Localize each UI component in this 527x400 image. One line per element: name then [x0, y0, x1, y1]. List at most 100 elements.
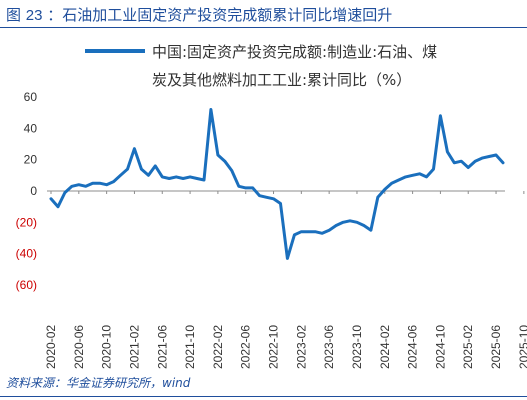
data-point	[355, 221, 359, 224]
data-point	[105, 183, 108, 186]
data-point	[84, 185, 88, 188]
data-point	[237, 185, 240, 188]
x-tick-label: 2023-06	[322, 325, 336, 369]
x-tick-label: 2024-06	[406, 325, 420, 369]
series-line	[49, 108, 505, 260]
data-point	[223, 160, 226, 163]
data-point	[321, 232, 324, 235]
data-point	[418, 172, 421, 175]
y-tick-label: 20	[24, 153, 38, 167]
data-point	[49, 197, 53, 200]
legend-line-1: 中国:固定资产投资完成额:制造业:石油、煤	[152, 43, 437, 61]
figure-title-text: ：石油加工业固定资产投资完成额累计同比增速回升	[47, 6, 393, 24]
data-point	[314, 230, 317, 233]
data-point	[230, 169, 233, 172]
data-point	[56, 205, 60, 208]
data-point	[175, 175, 178, 179]
data-point	[244, 186, 247, 190]
data-point	[348, 219, 352, 222]
x-tick-label: 2023-02	[294, 325, 308, 369]
data-point	[195, 177, 199, 180]
x-tick-label: 2025-06	[489, 325, 503, 369]
data-point	[362, 224, 366, 227]
data-point	[161, 175, 164, 179]
data-point	[480, 156, 484, 160]
data-point	[397, 178, 400, 182]
data-point	[112, 180, 115, 183]
data-point	[369, 229, 373, 232]
x-tick-label: 2021-02	[127, 325, 141, 369]
x-tick-label: 2021-06	[155, 325, 169, 369]
y-tick-label: 60	[24, 90, 38, 104]
figure-number: 23	[25, 7, 43, 24]
data-point	[202, 178, 206, 182]
y-axis-ticks: 60 40 20 0 (20) (40) (60)	[16, 90, 38, 292]
x-tick-label: 2025-10	[517, 325, 527, 369]
data-point	[474, 160, 477, 163]
data-point	[209, 108, 213, 111]
data-point	[425, 175, 428, 179]
data-point	[390, 182, 393, 185]
data-point	[126, 167, 129, 171]
x-tick-label: 2021-10	[183, 325, 197, 369]
data-point	[341, 221, 345, 224]
x-tick-label: 2024-02	[378, 325, 392, 369]
data-point	[70, 185, 74, 188]
data-point	[446, 150, 449, 153]
data-point	[251, 186, 254, 190]
data-point	[188, 175, 192, 179]
bottom-rule	[0, 396, 527, 397]
data-point	[460, 160, 463, 163]
figure-title-prefix: 图	[6, 6, 22, 24]
x-tick-label: 2020-02	[44, 325, 58, 369]
x-tick-label: 2022-06	[239, 325, 253, 369]
data-point	[77, 183, 81, 186]
data-point	[168, 177, 171, 180]
data-point	[181, 177, 185, 180]
title-rule	[0, 27, 527, 28]
data-point	[272, 197, 275, 200]
data-point	[91, 182, 94, 185]
data-point	[293, 233, 296, 237]
data-point	[467, 166, 470, 169]
x-tick-label: 2020-06	[72, 325, 86, 369]
data-point	[265, 196, 268, 199]
data-point	[494, 153, 498, 157]
data-point	[140, 167, 143, 171]
y-tick-label: (60)	[16, 278, 37, 292]
data-point	[133, 147, 136, 150]
data-point	[216, 153, 220, 157]
x-tick-label: 2022-10	[267, 325, 281, 369]
legend: 中国:固定资产投资完成额:制造业:石油、煤 炭及其他燃料加工工业:累计同比（%）	[85, 43, 437, 89]
data-point	[411, 174, 414, 177]
source-note: 资料来源：华金证券研究所，wind	[6, 376, 191, 390]
data-point	[328, 229, 331, 232]
data-point	[404, 175, 407, 179]
y-tick-label: (40)	[16, 247, 37, 261]
data-point	[154, 164, 157, 168]
x-tick-label: 2023-10	[350, 325, 364, 369]
y-tick-label: (20)	[16, 215, 37, 229]
data-point	[63, 191, 67, 194]
data-point	[98, 182, 101, 185]
data-point	[432, 167, 435, 171]
data-point	[383, 188, 386, 191]
legend-line-2: 炭及其他燃料加工工业:累计同比（%）	[152, 71, 411, 89]
figure-title: 图 23 ：石油加工业固定资产投资完成额累计同比增速回升	[6, 4, 392, 25]
data-point	[439, 114, 442, 118]
x-tick-label: 2024-10	[433, 325, 447, 369]
y-tick-label: 40	[24, 121, 38, 135]
x-tick-label: 2020-10	[100, 325, 114, 369]
x-tick-label: 2022-02	[211, 325, 225, 369]
data-point	[286, 257, 289, 260]
data-point	[334, 224, 338, 227]
data-point	[119, 174, 122, 177]
data-point	[376, 196, 379, 199]
data-point	[487, 155, 491, 158]
data-point	[258, 194, 261, 197]
line-chart: 中国:固定资产投资完成额:制造业:石油、煤 炭及其他燃料加工工业:累计同比（%）…	[16, 43, 527, 369]
data-point	[501, 161, 505, 164]
data-point	[147, 174, 150, 177]
data-point	[453, 161, 456, 164]
data-point	[307, 230, 310, 233]
